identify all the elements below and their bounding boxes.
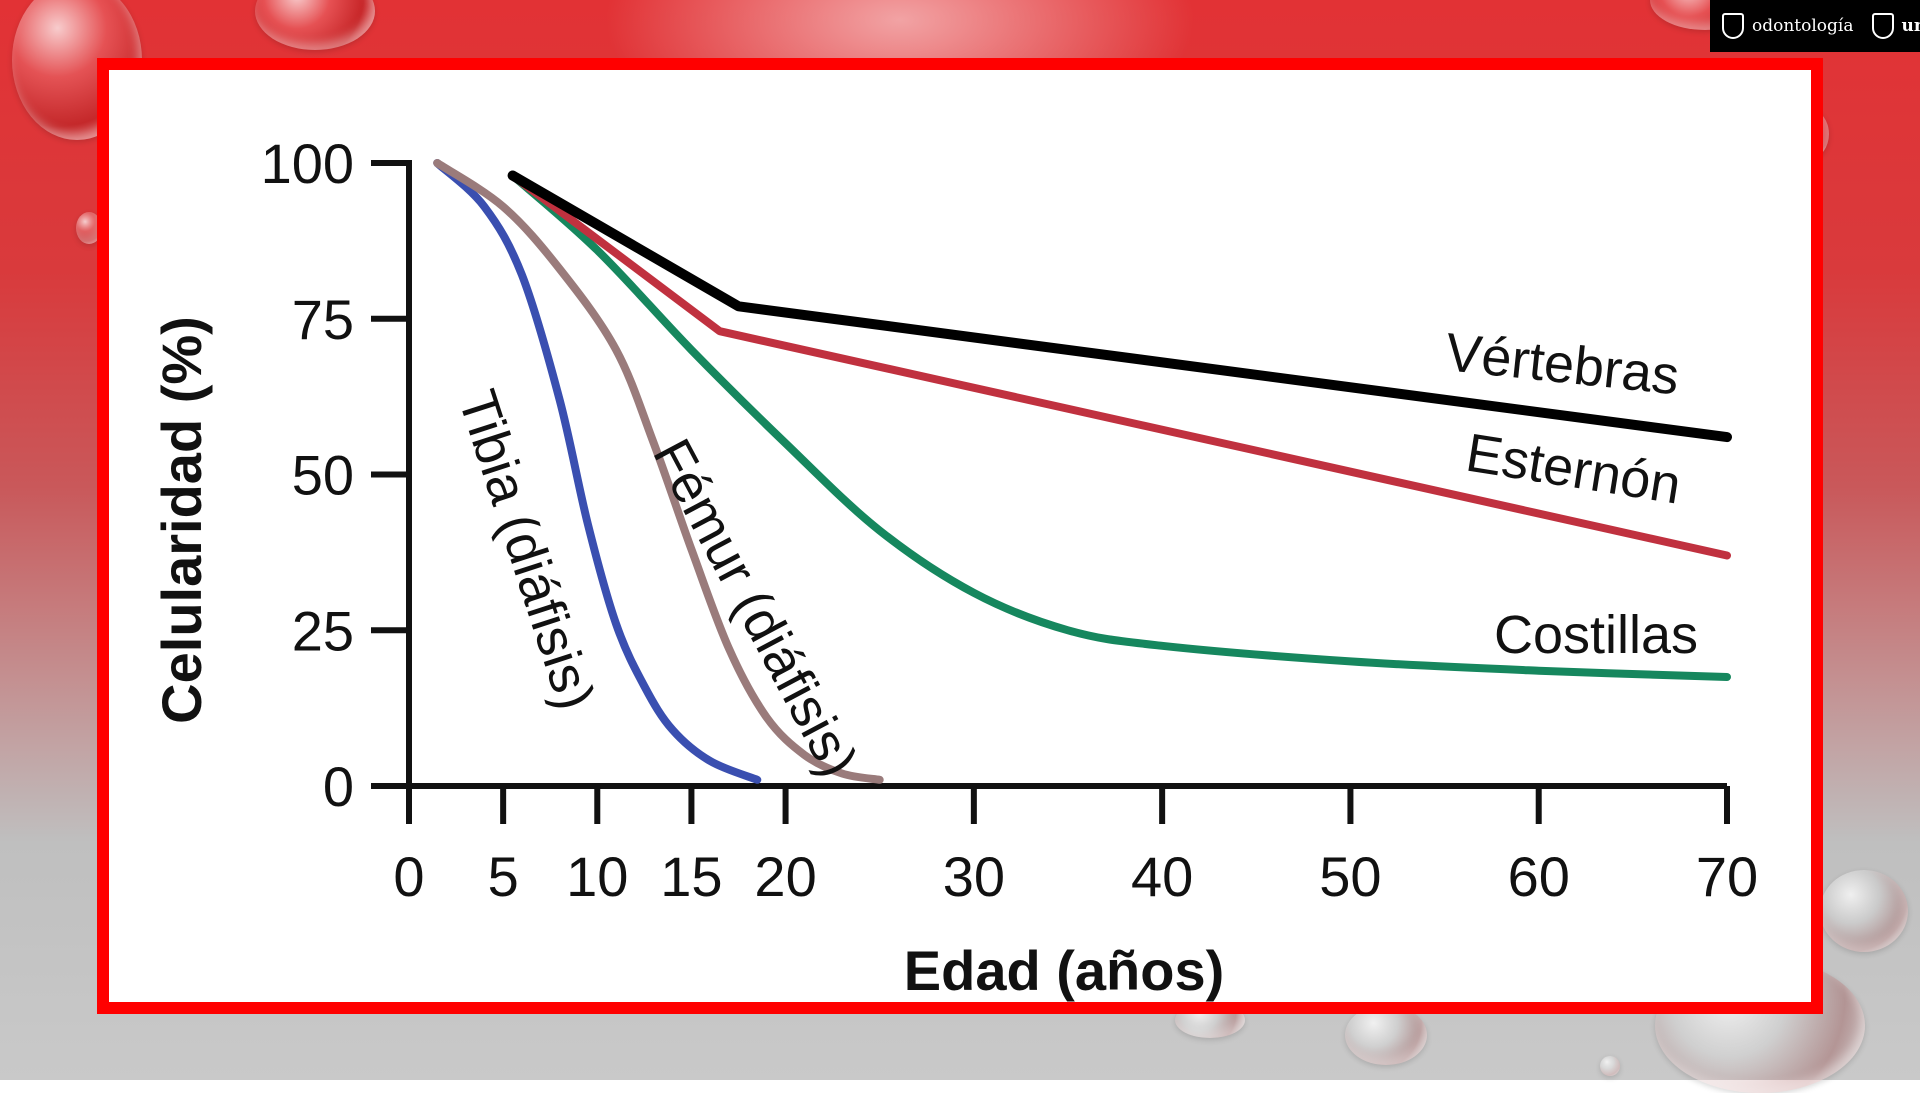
x-axis-title: Edad (años) [904, 939, 1224, 1002]
x-tick-label: 50 [1319, 845, 1381, 908]
series-label-vertebras: Vértebras [1443, 322, 1682, 406]
water-drop-decoration [1345, 1005, 1427, 1065]
series-label-tibia: Tibia (diáfisis) [447, 383, 606, 716]
cellularity-line-chart: 0 5 10 15 20 30 40 50 60 70 0 25 50 75 100 Vértebras E… [109, 70, 1811, 1002]
series-label-costillas: Costillas [1494, 605, 1698, 665]
institution-logo-bar: odontología unc [1710, 0, 1920, 52]
shield-icon [1722, 13, 1744, 39]
water-drop-decoration [1820, 870, 1908, 952]
x-tick-label: 40 [1131, 845, 1193, 908]
series-line-vertebras [513, 176, 1727, 438]
series-line-costillas [513, 176, 1727, 678]
chart-card: 0 5 10 15 20 30 40 50 60 70 0 25 50 75 100 Vértebras E… [97, 58, 1823, 1014]
y-tick-label: 75 [292, 288, 354, 351]
x-tick-label: 30 [943, 845, 1005, 908]
shield-icon [1872, 13, 1894, 39]
x-tick-label: 70 [1696, 845, 1758, 908]
water-drop-decoration [1600, 1056, 1620, 1076]
x-tick-label: 60 [1508, 845, 1570, 908]
x-tick-label: 20 [754, 845, 816, 908]
x-tick-label: 15 [660, 845, 722, 908]
y-tick-label: 0 [323, 755, 354, 818]
faculty-name: odontología [1752, 16, 1854, 36]
x-tick-label: 10 [566, 845, 628, 908]
x-tick-label: 5 [488, 845, 519, 908]
y-tick-label: 100 [261, 132, 354, 195]
university-name: unc [1902, 16, 1920, 36]
x-tick-label: 0 [393, 845, 424, 908]
y-tick-label: 25 [292, 599, 354, 662]
y-tick-label: 50 [292, 444, 354, 507]
y-axis-title: Celularidad (%) [150, 316, 213, 724]
